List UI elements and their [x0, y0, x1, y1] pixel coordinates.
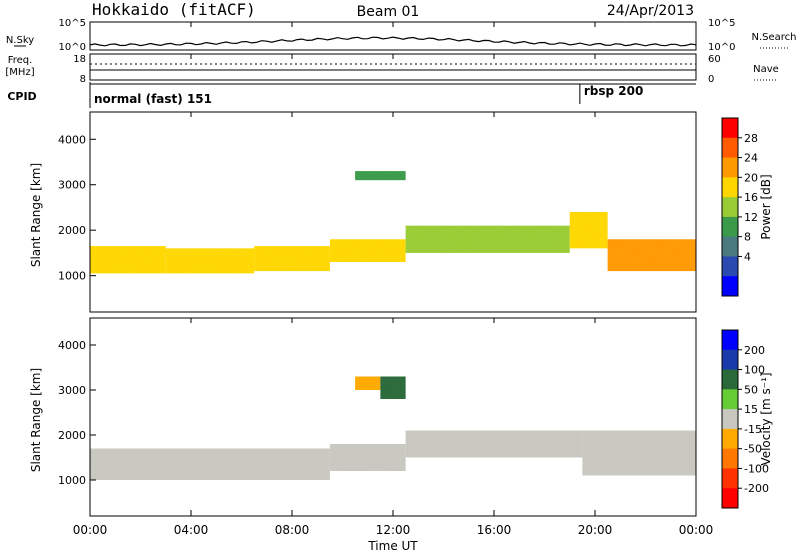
power-y-label: Slant Range [km]	[29, 163, 43, 267]
velocity-colorbar-swatch-2	[722, 369, 738, 390]
xtick-label-1: 04:00	[174, 523, 209, 537]
velocity-colorbar-tick-label-4: -15	[744, 423, 762, 436]
time-x-label: Time UT	[367, 539, 418, 553]
xtick-label-0: 00:00	[73, 523, 108, 537]
power-colorbar-swatch-2	[722, 157, 738, 178]
power-ytick-label-3: 1000	[58, 270, 86, 283]
velocity-colorbar-swatch-8	[722, 488, 738, 509]
time-x-axis: 00:00 04:00 08:00 12:00 16:00 20:00 00:00	[73, 22, 714, 537]
power-colorbar-swatch-5	[722, 216, 738, 238]
velocity-noise-texture	[90, 318, 696, 516]
velocity-colorbar-tick-label-6: -100	[744, 462, 769, 475]
power-colorbar	[722, 118, 738, 297]
nsky-label: N.Sky	[6, 35, 34, 46]
power-colorbar-tick-label-0: 28	[744, 132, 758, 145]
nave-tick-top: 60	[708, 54, 721, 65]
velocity-colorbar-tick-label-3: 15	[744, 403, 758, 416]
power-colorbar-swatch-3	[722, 177, 738, 198]
power-colorbar-tick-label-2: 20	[744, 171, 758, 184]
beam-title: Beam 01	[357, 4, 420, 20]
power-colorbar-frame	[721, 117, 739, 297]
power-colorbar-swatch-7	[722, 256, 738, 277]
velocity-colorbar-swatch-4	[722, 409, 738, 430]
xtick-label-3: 12:00	[376, 523, 411, 537]
power-colorbar-ticks: 28 24 20 16 12 8 4	[738, 132, 758, 263]
freq-label-line1: Freq.	[8, 55, 33, 66]
power-colorbar-tick-label-3: 16	[744, 191, 758, 204]
freq-tick-top: 18	[73, 54, 86, 65]
power-noise-texture	[90, 112, 696, 312]
velocity-colorbar-tick-label-1: 100	[744, 364, 765, 377]
velocity-colorbar-tick-label-5: -50	[744, 443, 762, 456]
nsky-series	[89, 36, 697, 47]
nsearch-label: N.Search	[751, 32, 796, 43]
nsky-tick-top: 10^5	[59, 18, 86, 29]
power-ytick-label-2: 2000	[58, 224, 86, 237]
velocity-colorbar-swatch-7	[722, 468, 738, 489]
power-ytick-label-0: 4000	[58, 133, 86, 146]
power-ytick-label-1: 3000	[58, 179, 86, 192]
cpid-mode-rbsp: rbsp 200	[584, 84, 643, 98]
velocity-colorbar-tick-label-0: 200	[744, 344, 765, 357]
velocity-ytick-label-0: 4000	[58, 339, 86, 352]
freq-tick-bottom: 8	[80, 74, 86, 85]
velocity-colorbar-swatch-3	[722, 389, 738, 410]
power-colorbar-tick-label-6: 4	[744, 250, 751, 263]
velocity-colorbar-tick-label-2: 50	[744, 383, 758, 396]
xtick-label-2: 08:00	[275, 523, 310, 537]
power-colorbar-swatch-1	[722, 137, 738, 159]
nsearch-tick-bottom: 10^0	[708, 42, 735, 53]
power-colorbar-title: Power [dB]	[759, 174, 773, 239]
cpid-label: CPID	[7, 90, 36, 103]
power-colorbar-swatch-6	[722, 236, 738, 257]
xtick-label-4: 16:00	[477, 523, 512, 537]
velocity-colorbar-swatch-6	[722, 448, 738, 469]
velocity-colorbar-swatch-1	[722, 349, 738, 371]
power-colorbar-swatch-8	[722, 276, 738, 297]
power-colorbar-swatch-0	[722, 118, 738, 139]
velocity-colorbar-title: Velocity [m s⁻¹]	[759, 372, 773, 465]
station-title: Hokkaido (fitACF)	[92, 0, 256, 19]
velocity-ytick-label-1: 3000	[58, 384, 86, 397]
freq-label-line2: [MHz]	[5, 67, 34, 78]
power-colorbar-tick-label-1: 24	[744, 152, 758, 165]
nave-label: Nave	[753, 64, 779, 75]
velocity-y-axis: 4000 3000 2000 1000	[58, 339, 96, 487]
nsearch-tick-top: 10^5	[708, 18, 735, 29]
power-colorbar-tick-label-5: 8	[744, 231, 751, 244]
velocity-colorbar-ticks: 200 100 50 15 -15 -50 -100 -200	[738, 344, 769, 495]
velocity-ytick-label-3: 1000	[58, 474, 86, 487]
power-colorbar-swatch-4	[722, 197, 738, 218]
cpid-mode-normal: normal (fast) 151	[94, 92, 212, 106]
power-colorbar-tick-label-4: 12	[744, 211, 758, 224]
power-y-axis: 4000 3000 2000 1000	[58, 133, 96, 283]
date-title: 24/Apr/2013	[607, 3, 694, 19]
velocity-colorbar-frame	[721, 329, 739, 509]
xtick-label-5: 20:00	[578, 523, 613, 537]
nsky-tick-bottom: 10^0	[59, 42, 86, 53]
velocity-ytick-label-2: 2000	[58, 429, 86, 442]
velocity-colorbar-swatch-0	[722, 330, 738, 351]
velocity-colorbar-tick-label-7: -200	[744, 482, 769, 495]
xtick-label-6: 00:00	[679, 523, 714, 537]
velocity-colorbar-swatch-5	[722, 428, 738, 450]
velocity-y-label: Slant Range [km]	[29, 368, 43, 472]
velocity-colorbar	[722, 330, 738, 509]
nave-tick-bottom: 0	[708, 74, 714, 85]
